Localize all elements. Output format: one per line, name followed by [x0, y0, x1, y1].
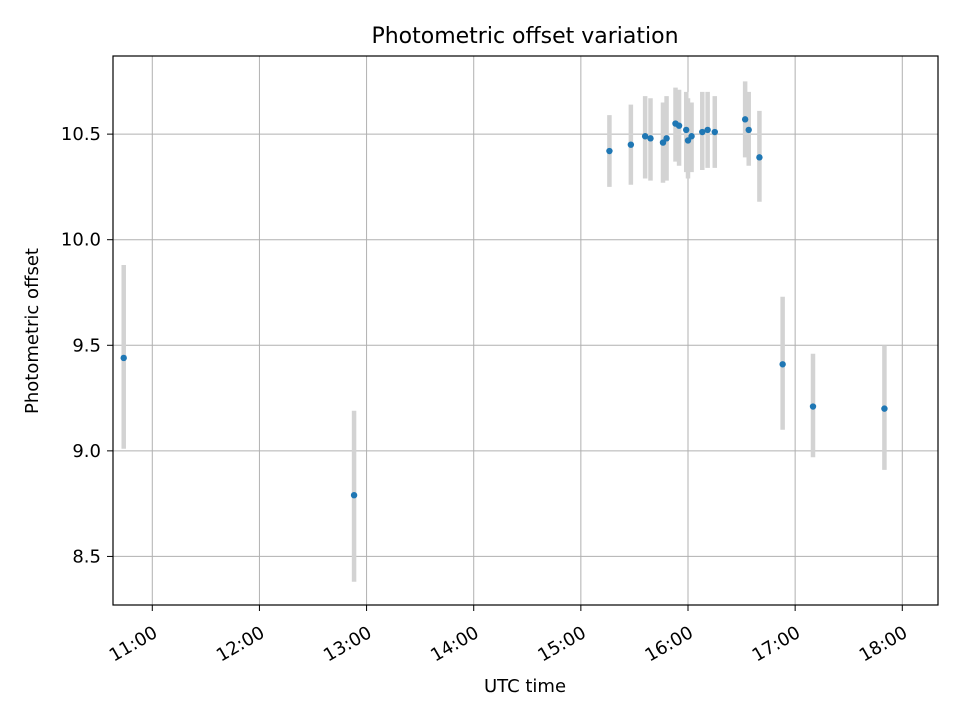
data-point: [881, 405, 888, 412]
data-point: [641, 133, 649, 140]
data-point: [120, 354, 127, 362]
point-layer: [120, 116, 888, 499]
plot-frame: [112, 55, 939, 606]
data-point: [756, 154, 763, 161]
data-point: [606, 147, 613, 155]
data-point: [779, 361, 786, 368]
data-point: [684, 137, 692, 144]
y-tick-label: 10.5: [61, 124, 101, 145]
chart-title: Photometric offset variation: [371, 24, 678, 49]
data-point: [627, 141, 635, 148]
y-tick-label: 10.0: [61, 230, 101, 251]
x-axis-label: UTC time: [484, 676, 566, 697]
y-tick-label: 8.5: [72, 546, 101, 567]
data-point: [704, 126, 711, 134]
data-point: [741, 116, 749, 123]
data-point: [809, 403, 817, 410]
y-tick-label: 9.5: [72, 335, 101, 356]
data-point: [663, 135, 670, 142]
data-point: [699, 128, 706, 136]
data-point: [675, 122, 683, 129]
data-point: [659, 139, 667, 146]
data-point: [688, 133, 695, 140]
data-point: [647, 135, 654, 142]
y-axis-label: Photometric offset: [22, 248, 43, 414]
data-point: [683, 126, 690, 134]
data-point: [745, 126, 752, 134]
y-tick-label: 9.0: [72, 441, 101, 462]
data-point: [711, 128, 718, 136]
data-point: [350, 492, 358, 499]
